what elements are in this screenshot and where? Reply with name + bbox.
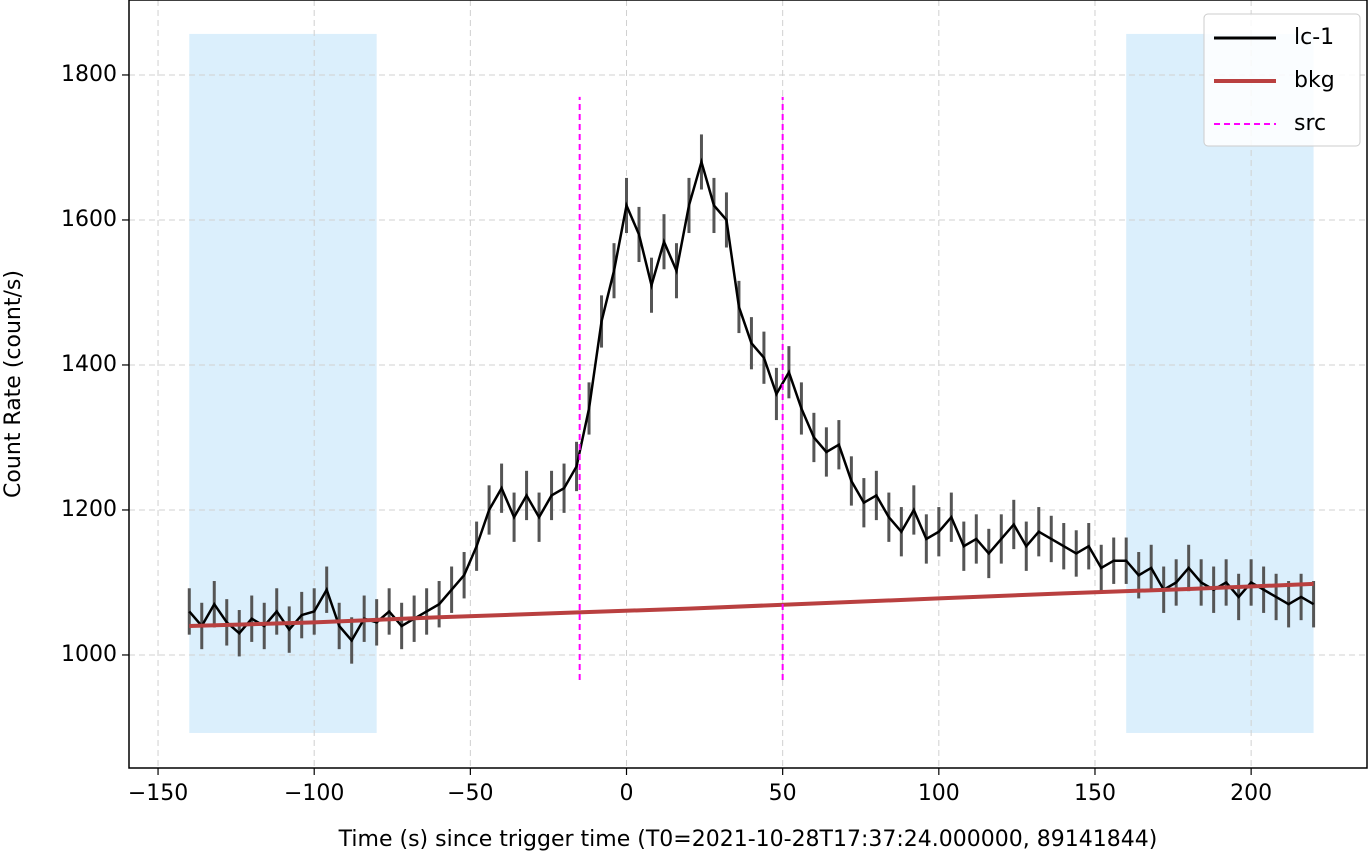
y-tick-label: 1800: [61, 62, 117, 87]
x-tick-label: 150: [1074, 781, 1116, 806]
legend-label: bkg: [1294, 68, 1335, 93]
y-axis-label: Count Rate (count/s): [1, 270, 26, 498]
x-tick-label: 50: [769, 781, 797, 806]
x-tick-label: 200: [1230, 781, 1272, 806]
selection-span: [189, 33, 377, 733]
y-tick-label: 1400: [61, 352, 117, 377]
y-tick-label: 1600: [61, 207, 117, 232]
y-tick-label: 1000: [61, 642, 117, 667]
series-line: [188, 157, 1315, 643]
plot-frame: [128, 0, 1368, 769]
legend-box: [1203, 13, 1361, 147]
x-tick-label: 100: [918, 781, 960, 806]
x-tick-label: 0: [620, 781, 634, 806]
legend-label: src: [1294, 111, 1326, 136]
x-tick-label: −50: [447, 781, 493, 806]
x-tick-label: −150: [128, 781, 188, 806]
y-tick-label: 1200: [61, 497, 117, 522]
x-tick-label: −100: [284, 781, 344, 806]
series-line: [189, 581, 1314, 628]
x-axis-label: Time (s) since trigger time (T0=2021-10-…: [338, 827, 1158, 852]
legend-label: lc-1: [1294, 25, 1334, 50]
selection-span: [1126, 33, 1314, 733]
